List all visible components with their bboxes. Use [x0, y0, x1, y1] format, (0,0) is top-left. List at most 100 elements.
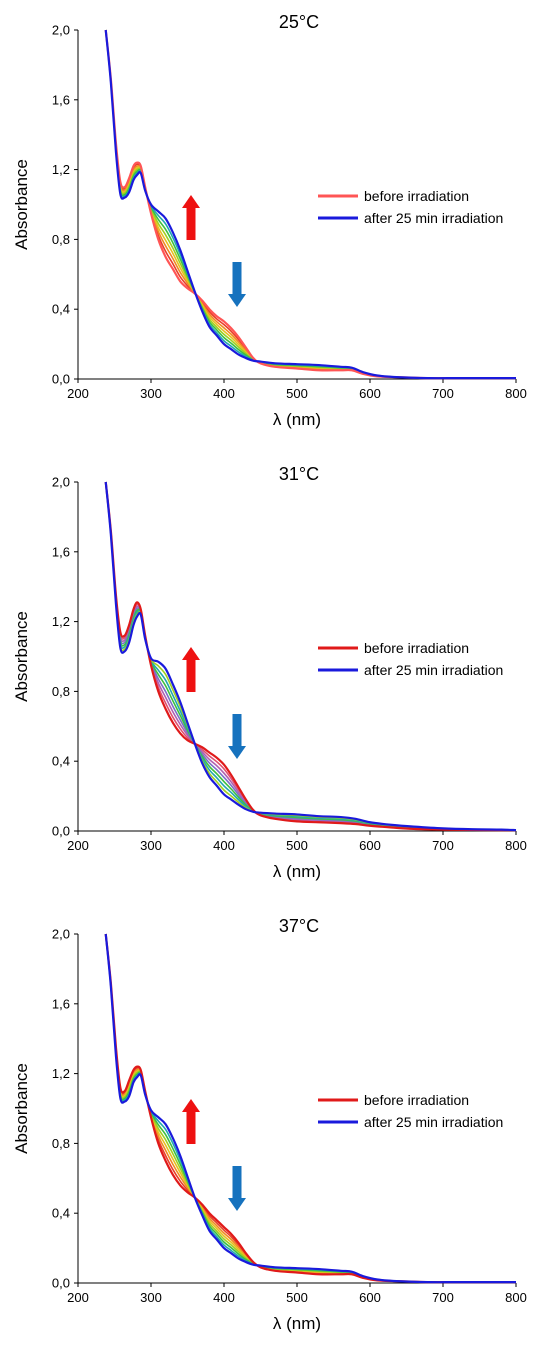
intermediate-spectrum-line: [104, 933, 516, 1283]
x-tick-label: 400: [213, 838, 235, 853]
intermediate-spectrum-line: [104, 481, 517, 831]
y-axis-title: Absorbance: [12, 1063, 31, 1154]
y-tick-label: 1,2: [52, 1066, 70, 1081]
up-arrow-shaft: [186, 660, 196, 692]
y-tick-label: 2,0: [52, 927, 70, 942]
x-tick-label: 200: [67, 838, 89, 853]
y-tick-label: 0,4: [52, 754, 70, 769]
y-tick-label: 1,6: [52, 544, 70, 559]
y-axis-title: Absorbance: [12, 611, 31, 702]
y-tick-label: 1,6: [52, 92, 70, 107]
chart-panel-2: 31°C 0,0 0,4 0,8 1,2 1,6 2,0 200 300 400 500 600 700…: [12, 464, 527, 881]
y-tick-label: 0,0: [52, 824, 70, 839]
x-tick-label: 600: [359, 386, 381, 401]
x-tick-label: 300: [140, 386, 162, 401]
legend-label: after 25 min irradiation: [364, 662, 503, 678]
chart-panel-1: 25°C 0,0 0,4 0,8 1,2 1,6 2,0 200 300 400 500 600 700…: [12, 12, 527, 429]
up-arrow-head: [182, 195, 200, 208]
x-tick-label: 700: [432, 838, 454, 853]
after-irradiation-line: [104, 933, 516, 1284]
y-axis-title: Absorbance: [12, 159, 31, 250]
y-tick-label: 0,4: [52, 1206, 70, 1221]
chart-title: 31°C: [279, 464, 319, 484]
before-irradiation-line: [104, 481, 517, 832]
y-tick-label: 1,2: [52, 162, 70, 177]
x-tick-label: 500: [286, 1290, 308, 1305]
y-tick-label: 1,2: [52, 614, 70, 629]
down-arrow-shaft: [232, 262, 242, 294]
after-irradiation-line: [104, 481, 517, 832]
x-tick-label: 800: [505, 838, 527, 853]
up-arrow-shaft: [186, 208, 196, 240]
x-tick-label: 200: [67, 386, 89, 401]
y-tick-label: 0,4: [52, 302, 70, 317]
up-arrow-head: [182, 1099, 200, 1112]
x-axis-title: λ (nm): [273, 862, 321, 881]
intermediate-spectrum-line: [104, 933, 516, 1283]
up-arrow-head: [182, 647, 200, 660]
legend-label: before irradiation: [364, 640, 469, 656]
legend-label: after 25 min irradiation: [364, 1114, 503, 1130]
x-axis-title: λ (nm): [273, 1314, 321, 1333]
down-arrow-head: [228, 746, 246, 759]
chart-title: 25°C: [279, 12, 319, 32]
chart-panel-3: 37°C 0,0 0,4 0,8 1,2 1,6 2,0 200 300 400 500 600 700…: [12, 916, 527, 1333]
up-arrow-shaft: [186, 1112, 196, 1144]
x-tick-label: 500: [286, 386, 308, 401]
before-irradiation-line: [104, 29, 516, 380]
intermediate-spectrum-line: [104, 481, 517, 831]
legend-label: after 25 min irradiation: [364, 210, 503, 226]
intermediate-spectrum-line: [104, 29, 516, 379]
intermediate-spectrum-line: [104, 933, 516, 1283]
intermediate-spectrum-line: [104, 481, 517, 831]
legend: before irradiation after 25 min irradiati…: [318, 1092, 503, 1130]
legend: before irradiation after 25 min irradiati…: [318, 188, 503, 226]
intermediate-spectrum-line: [104, 481, 517, 831]
x-tick-label: 500: [286, 838, 308, 853]
down-arrow-icon: [228, 1166, 246, 1211]
down-arrow-icon: [228, 714, 246, 759]
y-tick-label: 0,0: [52, 1276, 70, 1291]
x-tick-label: 400: [213, 386, 235, 401]
up-arrow-icon: [182, 1099, 200, 1144]
legend-label: before irradiation: [364, 1092, 469, 1108]
x-tick-label: 400: [213, 1290, 235, 1305]
x-tick-label: 300: [140, 838, 162, 853]
chart-title: 37°C: [279, 916, 319, 936]
legend-label: before irradiation: [364, 188, 469, 204]
x-tick-label: 200: [67, 1290, 89, 1305]
down-arrow-shaft: [232, 1166, 242, 1198]
y-tick-label: 1,6: [52, 996, 70, 1011]
intermediate-spectrum-line: [104, 933, 516, 1283]
y-tick-label: 0,8: [52, 232, 70, 247]
down-arrow-shaft: [232, 714, 242, 746]
intermediate-spectrum-line: [104, 29, 516, 379]
x-tick-label: 800: [505, 386, 527, 401]
x-tick-label: 600: [359, 1290, 381, 1305]
intermediate-spectrum-line: [104, 29, 516, 379]
x-tick-label: 700: [432, 386, 454, 401]
up-arrow-icon: [182, 195, 200, 240]
intermediate-spectrum-line: [104, 29, 516, 379]
y-tick-label: 0,0: [52, 372, 70, 387]
intermediate-spectrum-line: [104, 29, 516, 379]
x-tick-label: 700: [432, 1290, 454, 1305]
y-tick-label: 2,0: [52, 475, 70, 490]
up-arrow-icon: [182, 647, 200, 692]
intermediate-spectrum-line: [104, 481, 517, 831]
y-tick-label: 0,8: [52, 1136, 70, 1151]
y-tick-label: 0,8: [52, 684, 70, 699]
down-arrow-head: [228, 1198, 246, 1211]
intermediate-spectrum-line: [104, 481, 517, 831]
intermediate-spectrum-line: [104, 933, 516, 1283]
x-axis-title: λ (nm): [273, 410, 321, 429]
down-arrow-head: [228, 294, 246, 307]
before-irradiation-line: [104, 933, 516, 1284]
x-tick-label: 600: [359, 838, 381, 853]
y-tick-label: 2,0: [52, 23, 70, 38]
intermediate-spectrum-line: [104, 29, 516, 379]
down-arrow-icon: [228, 262, 246, 307]
x-tick-label: 800: [505, 1290, 527, 1305]
intermediate-spectrum-line: [104, 933, 516, 1283]
